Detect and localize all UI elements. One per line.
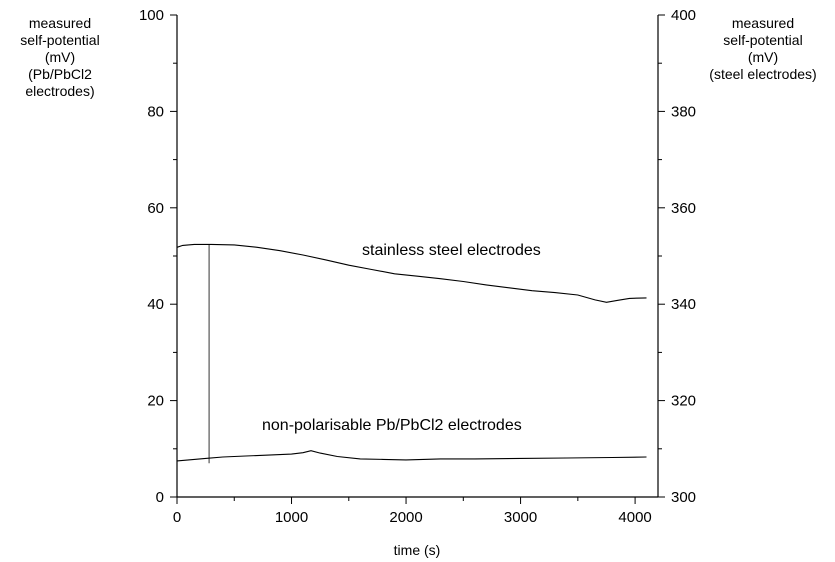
y-right-tick-label: 400 [671, 7, 696, 24]
y-left-title-line: electrodes) [25, 83, 94, 99]
x-axis-title: time (s) [394, 542, 441, 558]
tick-marks [170, 14, 665, 504]
y-left-title-line: self-potential [20, 32, 99, 48]
y-right-title-line: self-potential [723, 32, 802, 48]
y-left-tick-label: 60 [147, 200, 164, 217]
series-pb-line [176, 450, 647, 462]
annotation-steel: stainless steel electrodes [362, 242, 541, 259]
y-right-title-line: (steel electrodes) [709, 66, 816, 82]
plot-area [176, 243, 647, 464]
x-tick-label: 2000 [389, 509, 422, 526]
annotation-pb: non-polarisable Pb/PbCl2 electrodes [262, 417, 522, 434]
y-right-tick-label: 340 [671, 296, 696, 313]
x-tick-label: 4000 [618, 509, 651, 526]
y-left-tick-label: 100 [139, 7, 164, 24]
y-left-tick-label: 20 [147, 393, 164, 410]
x-tick-label: 3000 [504, 509, 537, 526]
y-left-tick-label: 80 [147, 103, 164, 120]
y-right-title-line: measured [732, 15, 794, 31]
y-left-title-line: (Pb/PbCl2 [28, 66, 92, 82]
y-right-title-line: (mV) [748, 49, 778, 65]
y-right-tick-label: 300 [671, 489, 696, 506]
series-steel-line [176, 243, 647, 303]
x-tick-label: 1000 [275, 509, 308, 526]
y-right-tick-label: 380 [671, 103, 696, 120]
y-left-title-line: (mV) [45, 49, 75, 65]
x-tick-label: 0 [173, 509, 181, 526]
y-left-tick-label: 0 [156, 489, 164, 506]
y-right-tick-label: 360 [671, 200, 696, 217]
y-left-tick-label: 40 [147, 296, 164, 313]
y-left-title-line: measured [29, 15, 91, 31]
y-right-tick-label: 320 [671, 393, 696, 410]
y-axis-left-title: measuredself-potential(mV)(Pb/PbCl2elect… [20, 15, 99, 99]
